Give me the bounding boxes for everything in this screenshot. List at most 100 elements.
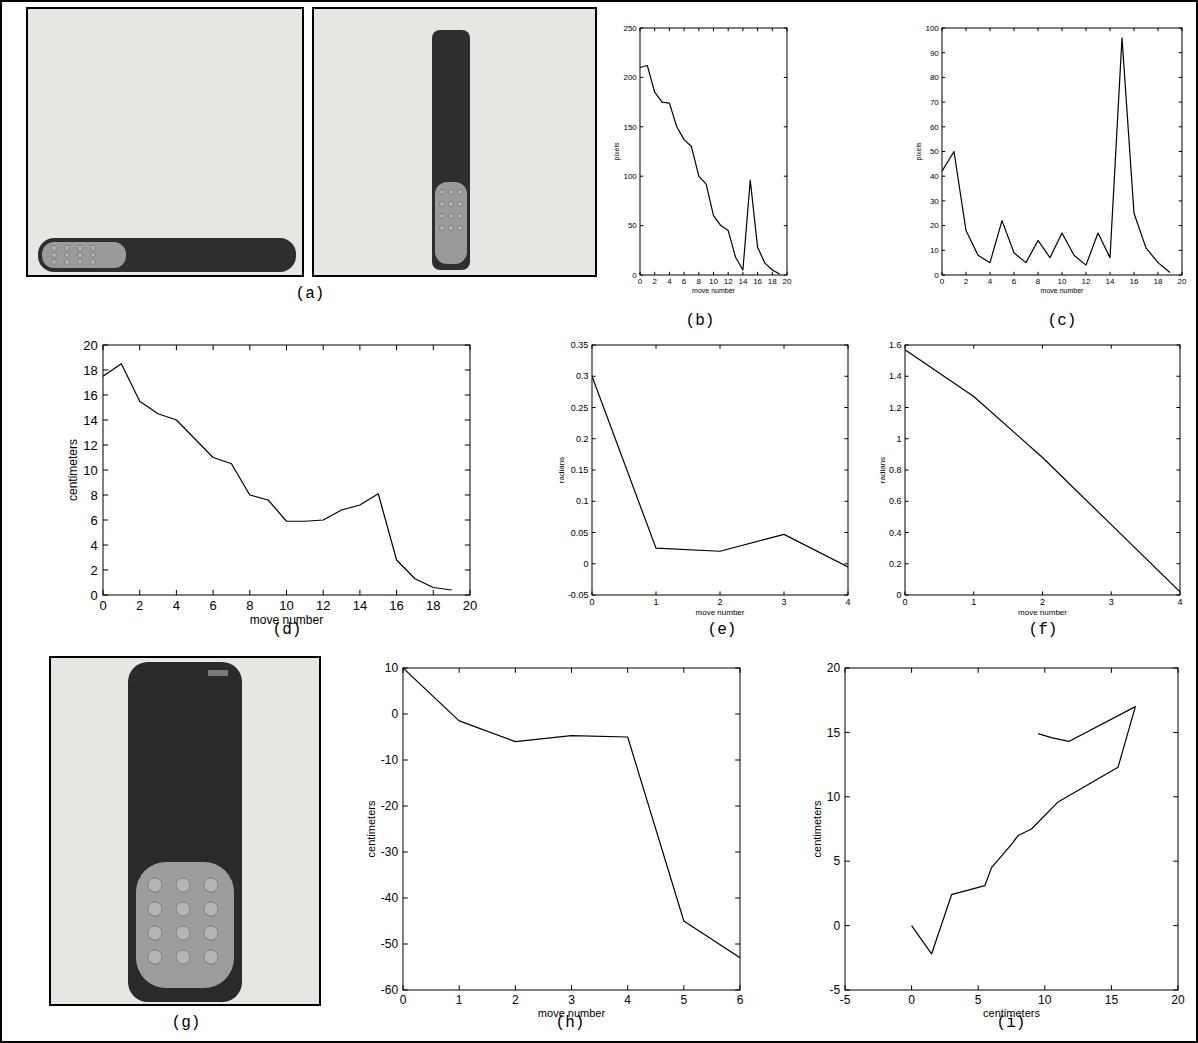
y-tick-label: 1 [896,434,901,444]
y-tick [905,376,909,377]
x-tick-label: 10 [709,277,718,286]
x-tick [683,985,684,990]
y-tick-right [465,370,470,371]
panel-caption: (a) [296,285,325,303]
x-tick-label: 2 [652,277,657,286]
y-tick-label: 1.4 [889,371,902,381]
x-tick [359,590,360,595]
y-tick [905,563,909,564]
panel-caption: (f) [1029,621,1058,639]
y-tick [942,275,945,276]
x-tick-top [1044,668,1045,673]
y-tick [640,28,643,29]
y-tick-right [1173,732,1178,733]
remote-button [176,926,190,940]
x-tick-label: 14 [353,598,367,613]
y-tick [640,225,643,226]
y-tick-right [844,438,848,439]
y-tick-label: 10 [827,790,841,804]
remote-button [449,226,454,231]
remote-button [204,926,218,940]
x-tick-top [720,345,721,349]
y-tick-right [465,520,470,521]
y-tick-right [1176,438,1180,439]
x-tick-label: 5 [680,993,687,1007]
y-tick-label: 10 [930,246,939,255]
y-tick-right [735,852,740,853]
y-tick-right [844,345,848,346]
y-tick-label: 0 [834,919,841,933]
data-group [103,364,452,590]
x-tick-top [459,668,460,673]
y-tick-right [1173,990,1178,991]
y-tick-right [1176,470,1180,471]
y-tick-label: 18 [83,363,97,378]
chart: 0246810121416182002468101214161820move n… [66,338,477,628]
y-tick-label: 80 [930,73,939,82]
y-tick [592,407,596,408]
y-tick-label: -30 [381,845,399,859]
x-tick [669,272,670,275]
x-tick-top [698,28,699,31]
data-line [942,38,1170,273]
remote-button [440,226,445,231]
y-tick [845,668,850,669]
x-tick-label: 14 [738,277,747,286]
y-axis-title: pixels [613,142,621,160]
y-tick [403,944,408,945]
x-tick-label: 18 [1154,277,1163,286]
y-tick-right [1176,595,1180,596]
x-tick [403,985,404,990]
y-tick-label: 20 [930,221,939,230]
x-tick-label: 8 [697,277,702,286]
remote-button [176,950,190,964]
x-tick [1086,272,1087,275]
x-tick-top [911,668,912,673]
remote-button [65,253,70,258]
remote-button [52,253,57,258]
x-tick-top [1014,28,1015,31]
y-tick-label: 40 [930,172,939,181]
y-tick-label: 10 [83,463,97,478]
x-tick-label: 6 [682,277,687,286]
x-tick-label: 4 [624,993,631,1007]
y-tick [403,760,408,761]
x-tick-top [654,28,655,31]
x-axis-title: move number [696,608,745,617]
x-tick-top [990,28,991,31]
x-tick-top [176,345,177,350]
y-tick [905,532,909,533]
x-tick-top [571,668,572,673]
y-tick-label: 8 [91,488,98,503]
x-tick-label: 0 [99,598,106,613]
x-tick [592,591,593,595]
y-tick-label: 0.15 [571,465,589,475]
y-tick-right [1176,407,1180,408]
x-tick-top [713,28,714,31]
x-tick [1044,985,1045,990]
x-tick-top [323,345,324,350]
x-tick-top [1180,345,1181,349]
y-tick-label: 16 [83,388,97,403]
x-tick-top [1038,28,1039,31]
x-tick-top [1042,345,1043,349]
y-tick-right [784,275,787,276]
x-tick [966,272,967,275]
x-tick-label: 1 [971,597,976,607]
x-tick-top [845,668,846,673]
x-tick [176,590,177,595]
x-tick-label: 20 [463,598,477,613]
panel-caption: (d) [273,621,302,639]
remote-button [148,902,162,916]
y-tick-label: 6 [91,513,98,528]
remote-button [458,202,463,207]
x-tick [990,272,991,275]
x-tick-top [966,28,967,31]
remote-button [440,190,445,195]
y-tick-label: 0.8 [889,465,902,475]
y-tick [942,225,945,226]
y-tick [592,532,596,533]
y-tick [905,345,909,346]
remote-button [176,878,190,892]
plot-frame [103,345,470,595]
